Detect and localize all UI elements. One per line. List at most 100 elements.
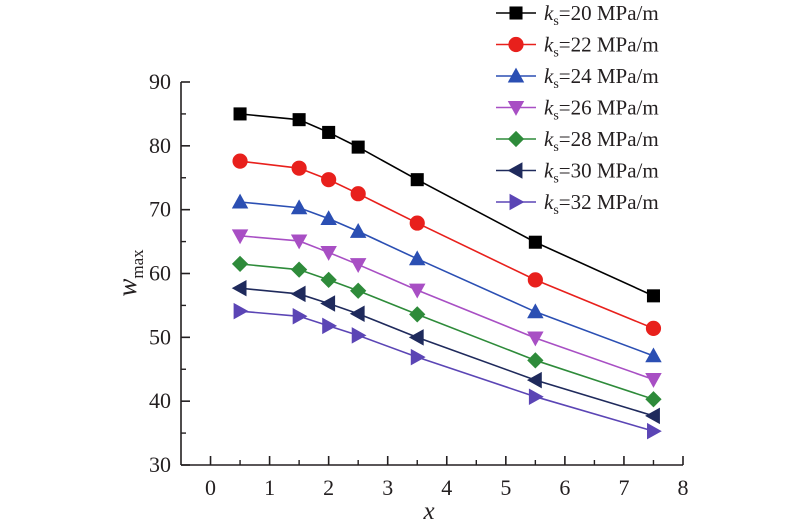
- data-point: [231, 279, 247, 297]
- y-tick-label: 90: [149, 69, 171, 94]
- data-point: [645, 320, 662, 336]
- data-point: [233, 302, 249, 320]
- legend-item: ks=32 MPa/m: [496, 190, 659, 218]
- data-point: [410, 348, 426, 366]
- data-point: [320, 245, 337, 261]
- legend-label: ks=30 MPa/m: [544, 159, 659, 187]
- data-point: [645, 373, 662, 388]
- legend-label: ks=28 MPa/m: [544, 127, 659, 155]
- data-point: [351, 140, 365, 154]
- data-point: [349, 258, 367, 273]
- y-tick-label: 80: [149, 133, 171, 158]
- legend-marker: [507, 67, 525, 83]
- series-line: [239, 160, 654, 330]
- x-tick-label: 8: [678, 475, 689, 500]
- data-point: [528, 388, 544, 405]
- data-point: [291, 160, 307, 176]
- x-tick-label: 1: [264, 475, 275, 500]
- series-5: [231, 255, 662, 408]
- series-line: [239, 201, 654, 357]
- data-point: [408, 329, 424, 346]
- axes: 30 40 50 60 70 80 90 0 1 2 3 4 5 6 7 8: [149, 69, 689, 500]
- data-point: [527, 272, 543, 288]
- x-tick-label: 6: [559, 475, 570, 500]
- data-point: [349, 305, 365, 322]
- data-point: [290, 234, 308, 250]
- series-7: [233, 302, 662, 440]
- legend-label: ks=20 MPa/m: [544, 1, 659, 29]
- data-point: [647, 422, 662, 440]
- data-point: [646, 289, 660, 303]
- axis-titles: x wmax: [112, 249, 435, 525]
- data-point: [292, 308, 308, 325]
- data-point: [409, 215, 425, 231]
- series-layer: [231, 107, 662, 440]
- data-point: [645, 407, 660, 425]
- data-point: [409, 306, 426, 323]
- series-6: [231, 279, 660, 425]
- legend-marker: [507, 130, 525, 148]
- data-point: [322, 125, 336, 139]
- data-point: [231, 193, 249, 209]
- y-tick-label: 70: [149, 197, 171, 222]
- data-point: [231, 229, 249, 245]
- data-point: [321, 172, 337, 188]
- x-tick-label: 4: [441, 475, 452, 500]
- y-tick-label: 50: [149, 324, 171, 349]
- data-point: [349, 222, 367, 238]
- legend-label: ks=24 MPa/m: [544, 64, 659, 92]
- data-point: [292, 113, 306, 127]
- data-point: [351, 327, 367, 344]
- legend-label: ks=32 MPa/m: [544, 190, 659, 218]
- x-tick-label: 2: [323, 475, 334, 500]
- legend-marker: [507, 101, 525, 116]
- data-point: [526, 371, 542, 389]
- data-point: [232, 153, 248, 169]
- data-point: [322, 317, 338, 335]
- legend-marker: [508, 36, 524, 53]
- y-tick-label: 30: [149, 452, 171, 477]
- legend-item: ks=26 MPa/m: [496, 96, 659, 124]
- data-point: [527, 352, 544, 369]
- x-tick-label: 3: [382, 475, 393, 500]
- data-point: [645, 347, 662, 363]
- data-point: [528, 235, 542, 249]
- series-3: [231, 193, 662, 363]
- data-point: [350, 282, 367, 299]
- series-line: [239, 263, 654, 401]
- legend-label: ks=22 MPa/m: [544, 33, 659, 61]
- series-line: [239, 287, 654, 417]
- series-line: [239, 310, 654, 432]
- legend-label: ks=26 MPa/m: [544, 96, 659, 124]
- data-point: [527, 303, 544, 319]
- data-point: [290, 199, 308, 215]
- legend-item: ks=30 MPa/m: [496, 159, 659, 187]
- data-point: [290, 285, 306, 303]
- data-point: [320, 295, 336, 312]
- legend-item: ks=22 MPa/m: [496, 33, 659, 61]
- y-tick-label: 40: [149, 388, 171, 413]
- x-tick-label: 7: [618, 475, 629, 500]
- data-point: [320, 271, 337, 289]
- series-2: [232, 153, 662, 336]
- data-point: [410, 173, 424, 187]
- y-tick-label: 60: [149, 261, 171, 286]
- y-axis-title: wmax: [112, 249, 147, 297]
- data-point: [290, 261, 308, 278]
- data-point: [408, 250, 426, 266]
- series-4: [231, 229, 662, 388]
- legend-item: ks=24 MPa/m: [496, 64, 659, 92]
- data-point: [320, 210, 337, 226]
- data-point: [233, 107, 247, 121]
- data-point: [645, 391, 662, 408]
- legend-marker: [509, 6, 523, 20]
- legend-item: ks=28 MPa/m: [496, 127, 659, 155]
- data-point: [408, 283, 426, 299]
- legend: ks=20 MPa/m ks=22 MPa/m ks=24 MPa/m ks=26 M…: [496, 1, 659, 218]
- legend-marker: [509, 193, 525, 211]
- x-tick-label: 0: [205, 475, 216, 500]
- x-axis-title: x: [422, 498, 434, 525]
- series-line: [239, 235, 654, 381]
- data-point: [350, 186, 366, 202]
